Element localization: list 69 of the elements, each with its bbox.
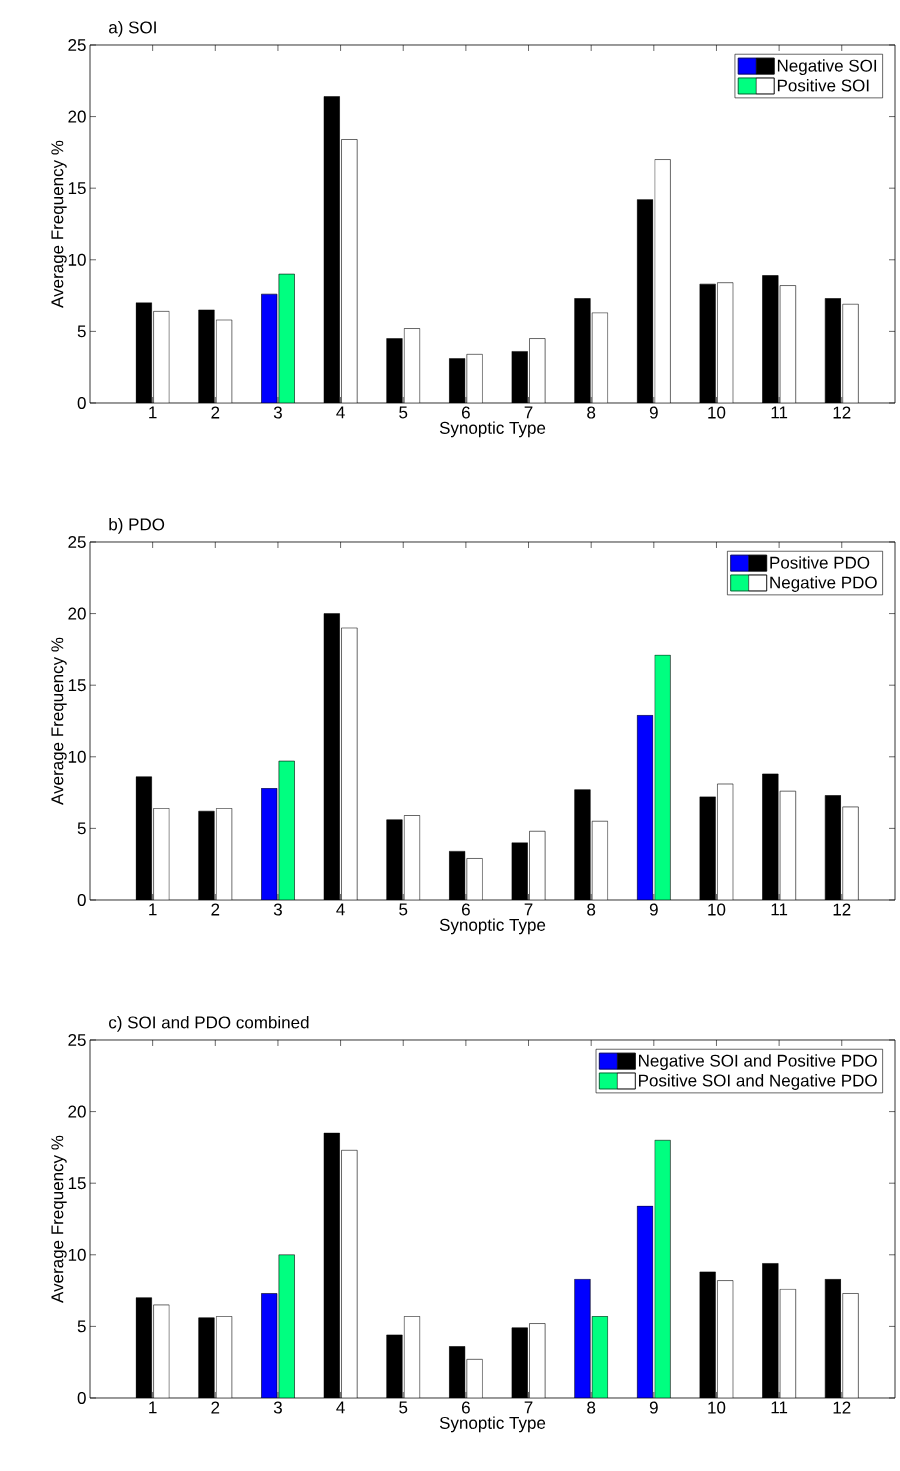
- y-tick-label: 5: [77, 822, 86, 835]
- x-tick-label: 12: [833, 406, 851, 419]
- x-tick-label: 1: [149, 903, 157, 916]
- x-tick-label: 9: [649, 1401, 658, 1414]
- x-tick-label: 9: [649, 406, 658, 419]
- legend-label: Positive SOI and Negative PDO: [639, 1074, 877, 1090]
- x-tick-label: 8: [587, 406, 596, 419]
- x-tick-label: 1: [149, 406, 157, 419]
- legend-label: Positive SOI: [777, 79, 869, 92]
- y-axis-title: Average Frequency %: [51, 140, 67, 308]
- y-tick-label: 25: [68, 1033, 86, 1047]
- y-axis-title: Average Frequency %: [51, 1135, 67, 1303]
- x-axis-title: Synoptic Type: [439, 918, 546, 935]
- x-tick-label: 4: [336, 406, 345, 419]
- x-tick-label: 11: [771, 1401, 788, 1414]
- y-tick-label: 20: [68, 1105, 86, 1118]
- x-tick-label: 5: [399, 903, 408, 916]
- chart-title: b) PDO: [109, 517, 165, 534]
- x-tick-label: 4: [336, 903, 345, 916]
- x-tick-label: 5: [399, 406, 408, 419]
- x-tick-label: 10: [708, 406, 726, 419]
- x-tick-label: 3: [273, 1401, 282, 1414]
- y-tick-label: 25: [68, 535, 86, 549]
- y-tick-label: 10: [68, 253, 86, 266]
- x-tick-label: 2: [211, 406, 220, 419]
- legend-label: Negative PDO: [770, 576, 877, 592]
- x-axis-title: Synoptic Type: [439, 421, 546, 438]
- y-tick-label: 10: [68, 1248, 86, 1261]
- chart-title: a) SOI: [109, 20, 156, 37]
- x-axis-title: Synoptic Type: [439, 1416, 546, 1433]
- x-tick-label: 8: [587, 1401, 596, 1414]
- x-tick-label: 2: [211, 1401, 220, 1414]
- y-tick-label: 5: [77, 325, 86, 338]
- y-tick-label: 15: [68, 1177, 86, 1190]
- x-tick-label: 3: [273, 903, 282, 916]
- y-axis-title: Average Frequency %: [51, 637, 67, 805]
- y-tick-label: 5: [77, 1320, 86, 1333]
- y-tick-label: 10: [68, 750, 86, 763]
- x-tick-label: 12: [833, 903, 851, 916]
- x-tick-label: 1: [149, 1401, 157, 1414]
- x-tick-label: 12: [833, 1401, 851, 1414]
- legend-label: Negative SOI and Positive PDO: [639, 1054, 877, 1071]
- y-tick-label: 20: [68, 110, 86, 123]
- x-tick-label: 7: [524, 903, 533, 916]
- legend-label: Positive PDO: [770, 556, 870, 569]
- x-tick-label: 7: [524, 406, 533, 419]
- x-tick-label: 4: [336, 1401, 345, 1414]
- x-tick-label: 10: [708, 1401, 726, 1414]
- x-tick-label: 10: [708, 903, 726, 916]
- y-tick-label: 25: [68, 38, 86, 52]
- legend-label: Negative SOI: [777, 59, 877, 76]
- y-tick-label: 0: [77, 396, 86, 410]
- y-tick-label: 15: [68, 679, 86, 692]
- x-tick-label: 11: [771, 406, 788, 419]
- x-tick-label: 8: [587, 903, 596, 916]
- x-tick-label: 6: [462, 406, 470, 419]
- x-tick-label: 11: [771, 903, 788, 916]
- x-tick-label: 7: [524, 1401, 533, 1414]
- chart-title: c) SOI and PDO combined: [109, 1015, 309, 1032]
- x-tick-label: 2: [211, 903, 220, 916]
- y-tick-label: 15: [68, 182, 86, 195]
- x-tick-label: 9: [649, 903, 658, 916]
- x-tick-label: 5: [399, 1401, 408, 1414]
- y-tick-label: 20: [68, 607, 86, 620]
- x-tick-label: 3: [273, 406, 282, 419]
- y-tick-label: 0: [77, 893, 86, 907]
- x-tick-label: 6: [462, 903, 470, 916]
- x-tick-label: 6: [462, 1401, 470, 1414]
- y-tick-label: 0: [77, 1391, 86, 1405]
